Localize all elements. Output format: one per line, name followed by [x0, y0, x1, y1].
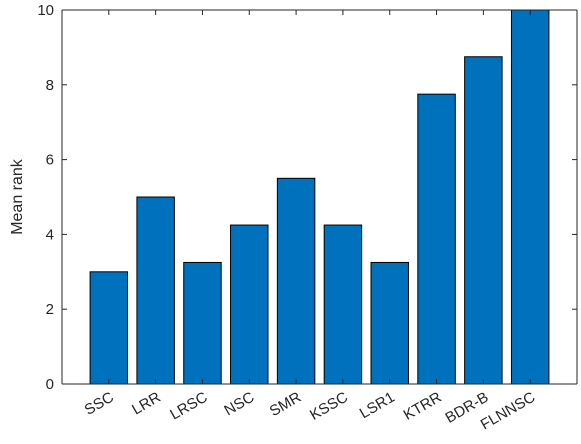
x-tick-label-ktrr: KTRR — [401, 389, 445, 424]
bar-smr — [276, 177, 316, 385]
bar-lrr — [136, 196, 175, 385]
x-tick-label-nsc: NSC — [221, 389, 257, 420]
y-tick-label: 0 — [46, 376, 54, 393]
x-tick-label-smr: SMR — [267, 389, 305, 420]
ticks-layer — [62, 9, 577, 385]
bars-layer — [89, 9, 550, 385]
bar-kssc — [323, 224, 363, 385]
bar-bdr-b — [464, 56, 503, 385]
y-axis-label: Mean rank — [9, 158, 26, 235]
y-tick-label: 8 — [46, 77, 54, 94]
x-tick-label-lrsc: LRSC — [167, 389, 210, 424]
axes-layer — [61, 9, 578, 385]
bar-flnnsc — [510, 9, 550, 385]
y-tick-label: 10 — [37, 2, 54, 19]
x-tick-label-flnnsc: FLNNSC — [478, 389, 539, 434]
bar-lrsc — [183, 261, 222, 385]
bar-nsc — [230, 224, 269, 385]
x-tick-label-lsr1: LSR1 — [357, 389, 398, 422]
y-tick-label: 4 — [46, 226, 54, 243]
x-tick-label-lrr: LRR — [129, 389, 164, 419]
y-tick-label: 6 — [46, 152, 54, 169]
x-tick-label-ssc: SSC — [82, 389, 117, 419]
bar-ssc — [89, 271, 129, 385]
bar-lsr1 — [370, 261, 409, 385]
x-tick-label-kssc: KSSC — [307, 389, 351, 424]
bar-ktrr — [417, 93, 456, 385]
y-tick-label: 2 — [46, 301, 54, 318]
